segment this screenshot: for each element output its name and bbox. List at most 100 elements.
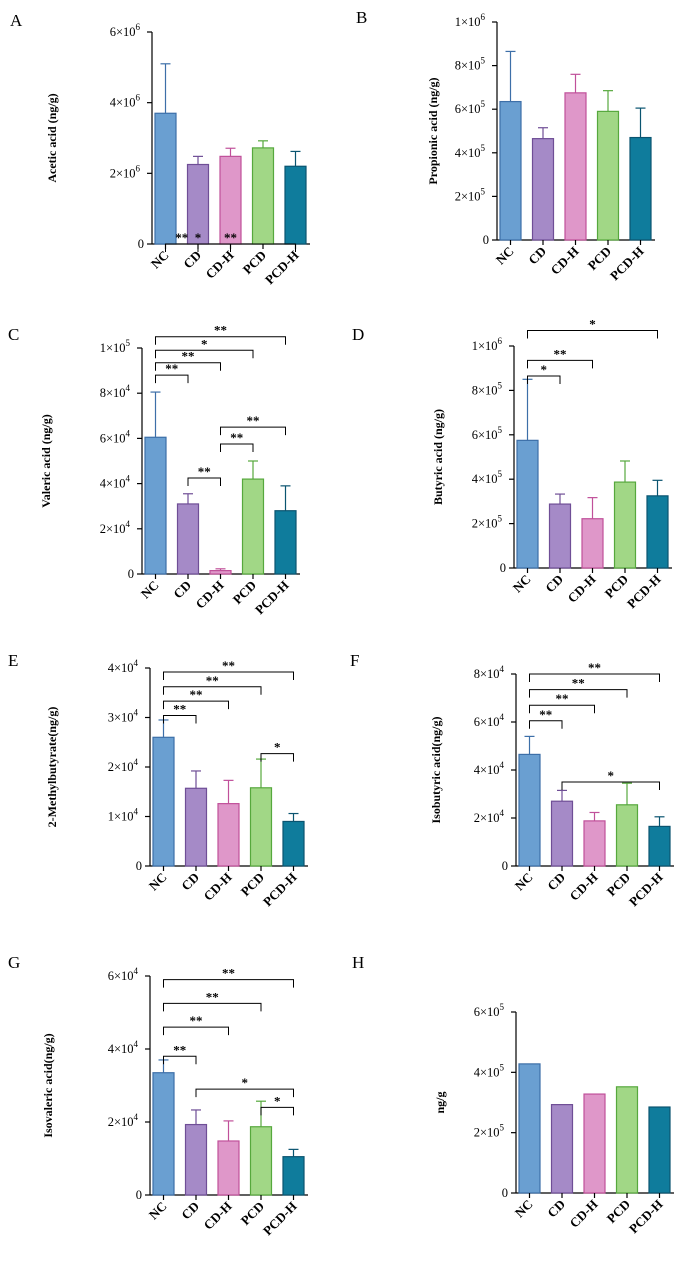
bar-nc — [154, 112, 177, 245]
significance-label: ** — [182, 349, 195, 364]
significance-bracket — [529, 689, 628, 698]
y-tick-label: 8×104 — [100, 383, 131, 400]
y-tick-label: 2×104 — [100, 519, 131, 536]
x-tick-label: PCD-H — [252, 578, 292, 618]
panel-c: C 0 2×104 4×104 6×104 8×104 1×105 Valeric acid … — [8, 323, 300, 618]
panel-g: G 0 2×104 4×104 6×104 Isovaleric acid(ng/g) NC… — [8, 953, 308, 1238]
y-tick-label: 6×105 — [455, 99, 486, 116]
y-tick-label: 2×104 — [108, 1112, 139, 1129]
x-tick-label: PCD-H — [624, 572, 664, 612]
significance-label: * — [274, 1093, 281, 1108]
significance-bracket — [163, 715, 197, 724]
y-tick-label: 2×105 — [472, 514, 503, 531]
panel-letter: H — [352, 953, 364, 972]
significance-bracket — [163, 1026, 229, 1036]
bar-cd-h — [564, 92, 587, 241]
y-tick-label: 0 — [136, 1188, 142, 1202]
bar-cd-h — [217, 1140, 240, 1196]
bar-nc — [152, 1072, 175, 1196]
bar-cd — [548, 503, 572, 569]
y-tick-label: 8×105 — [455, 56, 486, 73]
y-tick-label: 0 — [500, 561, 506, 575]
significance-label: ** — [224, 230, 237, 245]
bar-cd-h — [583, 820, 606, 867]
y-tick-label: 2×104 — [108, 757, 139, 774]
significance-label: ** — [173, 1042, 186, 1057]
significance-bracket — [529, 673, 660, 682]
bar-pcd — [613, 481, 637, 569]
significance-label: * — [274, 740, 281, 755]
significance-label: ** — [214, 323, 227, 338]
y-tick-label: 1×106 — [455, 12, 486, 29]
significance-bracket — [527, 375, 561, 384]
significance-bracket — [163, 671, 294, 680]
significance-label: * — [608, 768, 615, 783]
x-tick-label: CD — [180, 248, 204, 272]
significance-label: ** — [588, 660, 601, 675]
bar-cd-h — [581, 518, 604, 569]
significance-bracket — [165, 243, 296, 252]
y-tick-label: 8×105 — [472, 380, 503, 397]
x-tick-label: NC — [146, 870, 170, 894]
significance-label: ** — [190, 1013, 203, 1028]
y-tick-label: 6×105 — [474, 1002, 505, 1019]
y-tick-label: 2×104 — [474, 808, 505, 825]
y-tick-label: 1×104 — [108, 807, 139, 824]
bar-pcd-h — [648, 1106, 671, 1194]
significance-bracket — [529, 704, 595, 714]
significance-label: ** — [206, 673, 219, 688]
significance-label: * — [242, 1075, 249, 1090]
y-axis-label: Isovaleric acid(ng/g) — [41, 1033, 55, 1137]
significance-label: ** — [206, 989, 219, 1004]
bar-nc — [144, 436, 167, 575]
significance-label: * — [201, 336, 208, 351]
bar-cd-h — [209, 570, 232, 575]
x-tick-label: NC — [148, 248, 172, 272]
significance-label: ** — [556, 691, 569, 706]
y-axis-label: Valeric acid (ng/g) — [39, 414, 53, 508]
bar-pcd — [251, 147, 275, 245]
y-tick-label: 2×105 — [474, 1123, 505, 1140]
significance-bracket — [187, 477, 221, 486]
significance-bracket — [155, 374, 189, 384]
panel-letter: G — [8, 953, 20, 972]
significance-bracket — [195, 1088, 294, 1098]
significance-label: ** — [554, 346, 567, 361]
y-tick-label: 4×104 — [474, 760, 505, 777]
significance-bracket — [220, 426, 286, 436]
y-tick-label: 3×104 — [108, 708, 139, 725]
y-tick-label: 1×105 — [100, 338, 131, 355]
panel-d: D 0 2×105 4×105 6×105 8×105 1×106 Butyric acid … — [352, 316, 672, 611]
panel-e: E 0 1×104 2×104 3×104 4×104 2-Methylbutyrate(n… — [8, 651, 308, 909]
x-tick-label: NC — [512, 1197, 536, 1221]
bar-pcd — [615, 804, 639, 867]
y-axis-label: Butyric acid (ng/g) — [431, 409, 445, 505]
x-tick-label: NC — [138, 578, 162, 602]
significance-label: ** — [572, 676, 585, 691]
bar-pcd-h — [648, 825, 671, 867]
x-tick-label: PCD-H — [626, 1197, 666, 1237]
bar-pcd — [596, 110, 620, 241]
significance-label: * — [195, 230, 202, 245]
x-tick-label: CD-H — [203, 248, 237, 282]
significance-bracket — [163, 700, 229, 710]
significance-bracket — [220, 443, 254, 453]
x-tick-label: CD — [178, 870, 202, 894]
bar-pcd-h — [282, 820, 305, 867]
bar-pcd-h — [274, 510, 297, 575]
bar-pcd-h — [629, 136, 652, 241]
bar-cd — [550, 1104, 574, 1194]
x-tick-label: PCD-H — [260, 1199, 300, 1239]
x-tick-label: NC — [493, 244, 517, 268]
significance-label: * — [541, 362, 548, 377]
panel-letter: E — [8, 651, 18, 670]
bar-nc — [499, 100, 522, 241]
x-tick-label: CD-H — [201, 1199, 235, 1233]
significance-label: ** — [165, 361, 178, 376]
x-tick-label: CD — [544, 1197, 568, 1221]
x-tick-label: CD — [542, 572, 566, 596]
y-tick-label: 8×104 — [474, 664, 505, 681]
x-tick-label: CD — [178, 1199, 202, 1223]
y-axis-label: ng/g — [433, 1091, 447, 1113]
bar-pcd-h — [646, 495, 669, 569]
